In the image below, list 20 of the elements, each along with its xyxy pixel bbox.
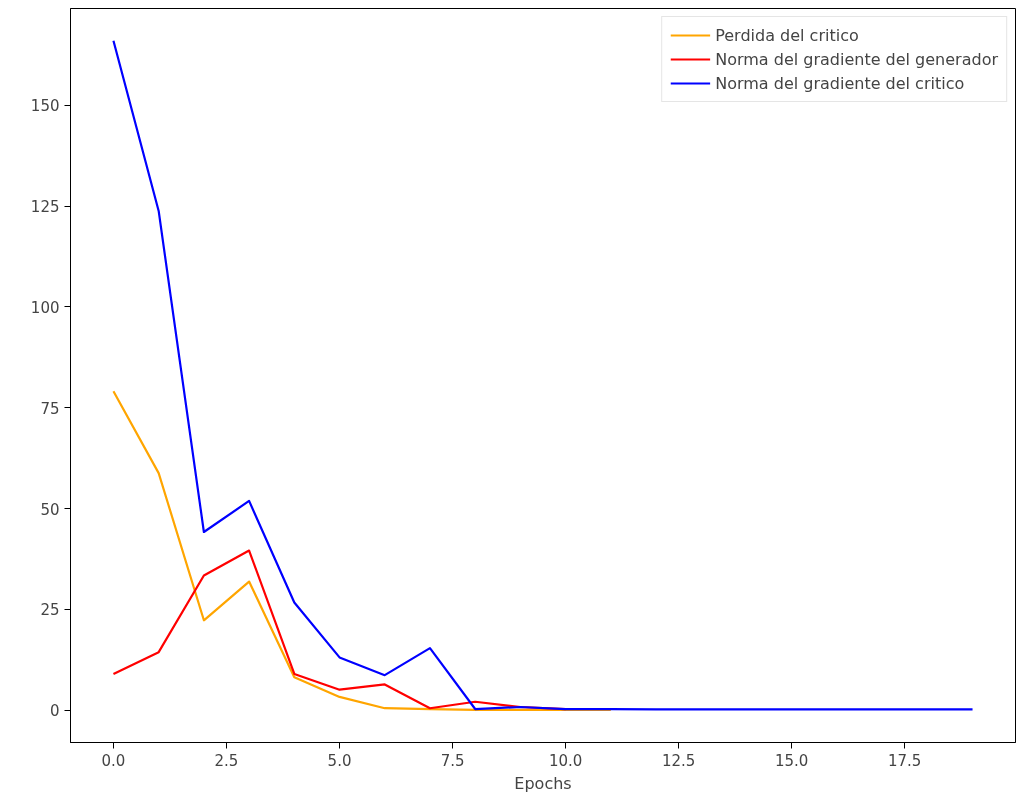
x-tick-label: 5.0 (327, 751, 352, 770)
x-tick-label: 12.5 (661, 751, 696, 770)
y-tick-label: 0 (49, 702, 60, 721)
legend-label: Norma del gradiente del critico (715, 73, 965, 93)
x-tick-label: 7.5 (440, 751, 465, 770)
y-tick-label: 100 (30, 298, 60, 317)
y-tick-label: 125 (30, 198, 60, 217)
legend-label: Perdida del critico (715, 25, 859, 45)
x-tick-label: 15.0 (774, 751, 809, 770)
y-tick-label: 25 (40, 601, 60, 620)
y-tick-label: 75 (40, 399, 60, 418)
x-tick-label: 17.5 (888, 751, 922, 770)
y-tick-label: 50 (40, 500, 60, 519)
legend-label: Norma del gradiente del generador (715, 49, 998, 69)
x-tick-label: 0.0 (101, 751, 126, 770)
line-series (112, 390, 612, 711)
x-tick-label: 10.0 (548, 751, 583, 770)
x-axis-title: Epochs (514, 773, 572, 793)
x-tick-label: 2.5 (214, 751, 239, 770)
y-tick-label: 150 (30, 97, 60, 116)
